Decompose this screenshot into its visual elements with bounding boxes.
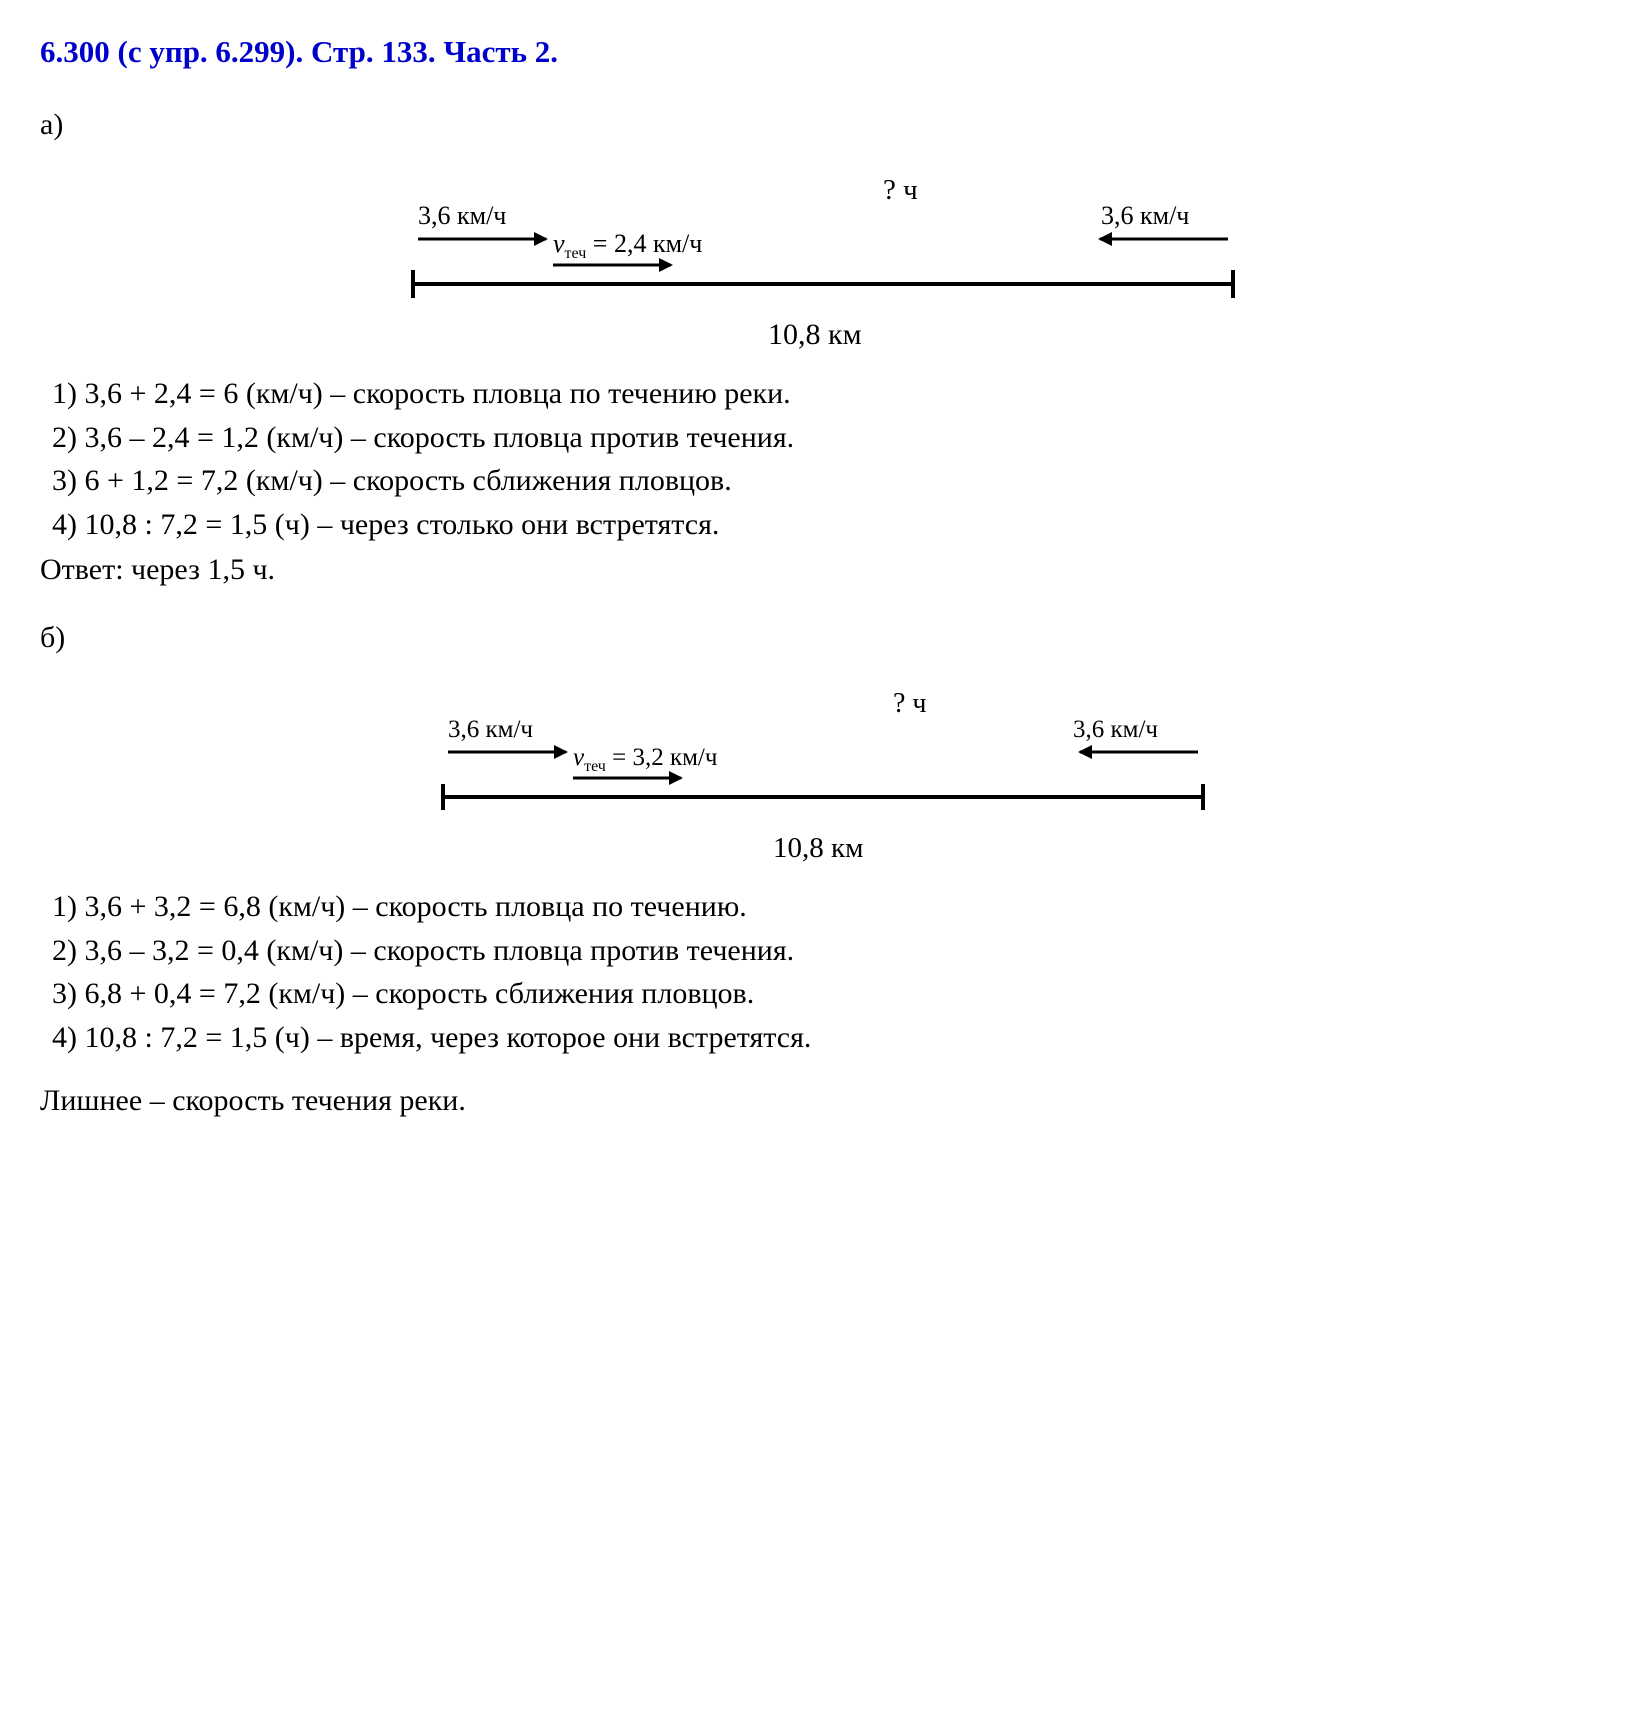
svg-text:? ч: ? ч <box>883 174 918 206</box>
page-header: 6.300 (с упр. 6.299). Стр. 133. Часть 2. <box>40 30 1605 75</box>
diagram-a: 3,6 км/ч 3,6 км/ч vтеч = 2,4 км/ч ? ч 10,8 к… <box>383 164 1263 354</box>
svg-text:10,8 км: 10,8 км <box>768 318 862 351</box>
final-line: Лишнее – скорость течения реки. <box>40 1079 1605 1123</box>
svg-text:3,6 км/ч: 3,6 км/ч <box>1101 201 1189 230</box>
solution-step: 2) 3,6 – 2,4 = 1,2 (км/ч) – скорость пло… <box>52 416 1605 460</box>
diagram-b: 3,6 км/ч 3,6 км/ч vтеч = 3,2 км/ч ? ч 10,8 к… <box>413 677 1233 867</box>
solution-step: 3) 6 + 1,2 = 7,2 (км/ч) – скорость сближ… <box>52 459 1605 503</box>
section-a-label: а) <box>40 103 1605 147</box>
diagram-b-wrap: 3,6 км/ч 3,6 км/ч vтеч = 3,2 км/ч ? ч 10,8 к… <box>40 677 1605 867</box>
svg-text:vтеч = 3,2 км/ч: vтеч = 3,2 км/ч <box>573 744 717 775</box>
solution-step: 1) 3,6 + 3,2 = 6,8 (км/ч) – скорость пло… <box>52 885 1605 929</box>
solution-step: 4) 10,8 : 7,2 = 1,5 (ч) – время, через к… <box>52 1016 1605 1060</box>
svg-text:3,6 км/ч: 3,6 км/ч <box>448 716 533 743</box>
solution-step: 3) 6,8 + 0,4 = 7,2 (км/ч) – скорость сбл… <box>52 972 1605 1016</box>
svg-text:vтеч = 2,4 км/ч: vтеч = 2,4 км/ч <box>553 229 702 262</box>
solution-step: 4) 10,8 : 7,2 = 1,5 (ч) – через столько … <box>52 503 1605 547</box>
diagram-a-wrap: 3,6 км/ч 3,6 км/ч vтеч = 2,4 км/ч ? ч 10,8 к… <box>40 164 1605 354</box>
steps-a: 1) 3,6 + 2,4 = 6 (км/ч) – скорость пловц… <box>40 372 1605 546</box>
svg-text:? ч: ? ч <box>893 688 927 719</box>
answer-a: Ответ: через 1,5 ч. <box>40 548 1605 592</box>
section-b-label: б) <box>40 616 1605 660</box>
solution-step: 1) 3,6 + 2,4 = 6 (км/ч) – скорость пловц… <box>52 372 1605 416</box>
solution-step: 2) 3,6 – 3,2 = 0,4 (км/ч) – скорость пло… <box>52 929 1605 973</box>
steps-b: 1) 3,6 + 3,2 = 6,8 (км/ч) – скорость пло… <box>40 885 1605 1059</box>
svg-text:3,6 км/ч: 3,6 км/ч <box>418 201 506 230</box>
svg-text:10,8 км: 10,8 км <box>773 832 863 864</box>
svg-text:3,6 км/ч: 3,6 км/ч <box>1073 716 1158 743</box>
